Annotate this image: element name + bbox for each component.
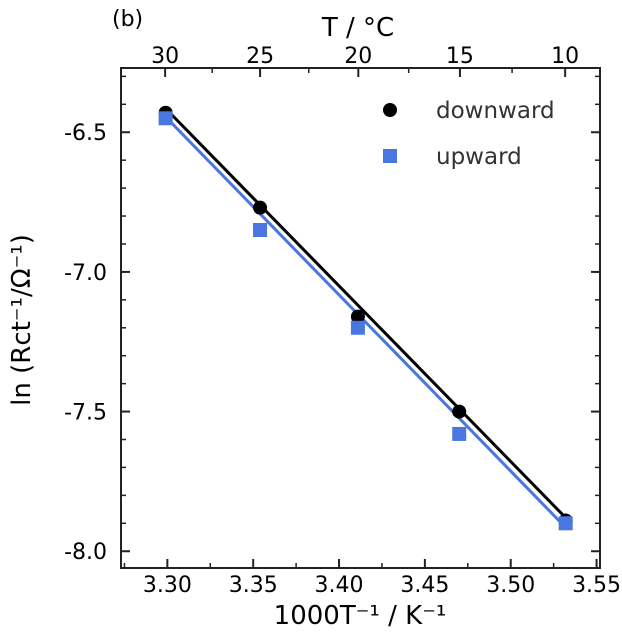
x2-tick-label: 20 — [344, 44, 372, 69]
y-tick-label: -6.5 — [64, 121, 107, 146]
x-tick-label: 3.50 — [486, 573, 535, 598]
point-downward — [452, 404, 467, 419]
point-upward — [158, 111, 173, 126]
point-upward — [350, 320, 365, 335]
point-upward — [253, 223, 268, 238]
panel-label: (b) — [112, 7, 143, 32]
legend: downward upward — [383, 98, 555, 170]
top-axis-title: T / °C — [321, 13, 394, 43]
y-tick-label: -7.5 — [64, 401, 107, 426]
x2-tick-label: 15 — [446, 44, 474, 69]
point-downward — [350, 309, 365, 324]
legend-label-downward: downward — [436, 98, 555, 124]
x-tick-label: 3.30 — [143, 573, 192, 598]
y-tick-label: -7.0 — [64, 261, 107, 286]
legend-marker-upward — [383, 149, 397, 163]
point-downward — [253, 200, 268, 215]
point-upward — [558, 516, 573, 531]
data-markers — [158, 105, 573, 531]
x2-tick-label: 10 — [551, 44, 579, 69]
x-tick-label: 3.40 — [315, 573, 364, 598]
x-axis-title: 1000T⁻¹ / K⁻¹ — [274, 601, 447, 631]
ticks: 3.30 3.35 3.40 3.45 3.50 3.55 -6.5 -7.0 -7.5 -8.0… — [64, 44, 621, 598]
x2-tick-label: 30 — [151, 44, 179, 69]
x2-tick-label: 25 — [246, 44, 274, 69]
x-tick-label: 3.35 — [229, 573, 278, 598]
y-tick-label: -8.0 — [64, 540, 107, 565]
legend-marker-downward — [383, 103, 397, 117]
fit-line-upward — [164, 115, 567, 529]
point-upward — [452, 426, 467, 441]
y-axis-title: ln (Rct⁻¹/Ω⁻¹) — [7, 234, 37, 406]
fit-line-downward — [164, 107, 567, 519]
plot-frame — [120, 67, 601, 569]
legend-label-upward: upward — [436, 144, 522, 170]
x-tick-label: 3.55 — [572, 573, 621, 598]
x-tick-label: 3.45 — [400, 573, 449, 598]
fit-lines — [164, 107, 567, 529]
